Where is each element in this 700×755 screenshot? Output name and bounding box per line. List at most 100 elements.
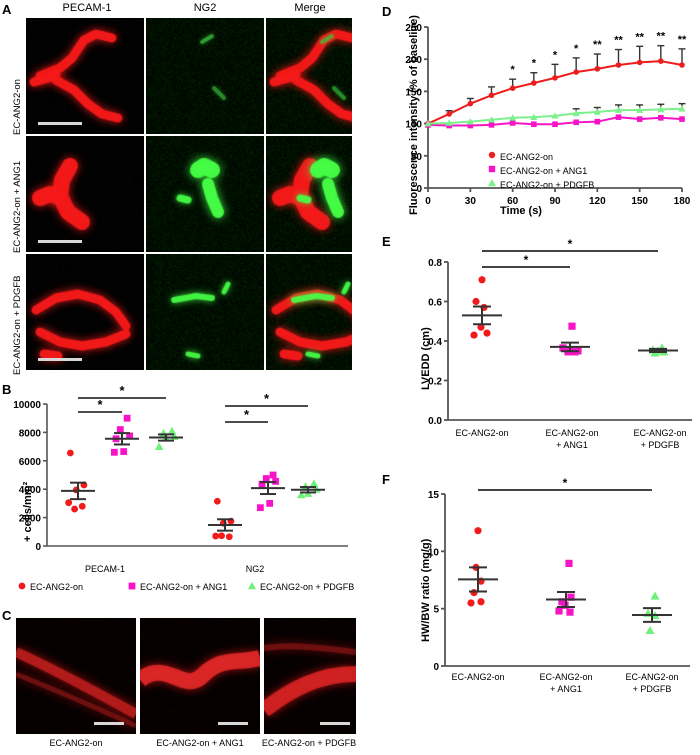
micrograph-ng2-pdgfb: [146, 254, 264, 370]
panel-d-significance-star: *: [511, 64, 516, 76]
panel-d-y-tick-label: 200: [405, 55, 422, 66]
panel-b-point: [67, 450, 74, 457]
panel-b-point: [270, 472, 277, 479]
panel-e-xcat-1-line1: EC-ANG2-on: [432, 428, 532, 438]
panel-e-y-tick-label: 0.0: [428, 416, 442, 427]
panel-d-y-tick-label: 100: [405, 120, 422, 131]
panel-d-significance-star: **: [657, 31, 666, 43]
micrograph-merge-ecang2on: [266, 18, 352, 134]
panel-b-xcat-ng2: NG2: [205, 564, 305, 574]
panel-e-xcat-3-line1: EC-ANG2-on: [610, 428, 700, 438]
panel-e-y-tick-label: 0.8: [428, 258, 442, 269]
panel-d-legend-marker-circle: [489, 152, 495, 158]
panel-f-xcat-2-line1: EC-ANG2-on: [516, 672, 616, 682]
panel-f-y-tick-label: 10: [428, 547, 440, 558]
panel-b-point: [79, 503, 86, 510]
panel-e: E LVEDD (cm) 0.0 0.2 0.4 0.6 0.8 * * EC-ANG2-o…: [360, 230, 700, 460]
panel-d-significance-star: **: [614, 35, 623, 47]
panel-a-row-label-ecang2on-pdgfb: EC-ANG2-on + PDGFB: [12, 275, 23, 375]
panel-d-legend-item-1: EC-ANG2-on: [500, 152, 553, 162]
panel-b-y-tick-label: 6000: [19, 457, 42, 468]
panel-d-y-tick-label: 250: [405, 23, 422, 34]
panel-b-point: [120, 448, 127, 455]
panel-b-y-tick-label: 10000: [13, 400, 41, 411]
panel-e-xcat-2-line1: EC-ANG2-on: [522, 428, 622, 438]
panel-b-point: [65, 499, 72, 506]
panel-d-point: [552, 75, 558, 81]
panel-b-point: [257, 504, 264, 511]
panel-b-point: [71, 506, 78, 513]
panel-d-point: [637, 116, 643, 122]
panel-f-point: [566, 609, 573, 616]
panel-b: B + cells/mm² 0 2000 4000 6000 8000 10000 * * * *…: [0, 382, 352, 604]
panel-d-x-tick-label: 180: [674, 196, 691, 207]
panel-f-xcat-2-line2: + ANG1: [516, 684, 616, 694]
panel-f-point: [646, 626, 655, 634]
panel-d-y-tick-label: 150: [405, 87, 422, 98]
panel-c-label-3: EC-ANG2-on + PDGFB: [258, 738, 360, 748]
panel-d-point: [446, 111, 452, 117]
panel-d-x-tick-label: 90: [549, 196, 561, 207]
micrograph-merge-ang1: [266, 136, 352, 252]
scale-bar-c2: [218, 722, 248, 725]
panel-f-point: [477, 598, 484, 605]
panel-e-point: [568, 323, 575, 330]
panel-e-plot-area: 0.0 0.2 0.4 0.6 0.8 * *: [360, 230, 700, 460]
panel-f-point: [470, 589, 477, 596]
panel-e-significance-star: *: [524, 253, 529, 267]
panel-d-point: [489, 122, 495, 128]
panel-d: D Fluorescence intensity (% of baseline)…: [360, 0, 700, 230]
panel-f-point: [651, 592, 660, 600]
panel-a-column-header-ng2: NG2: [150, 2, 260, 14]
panel-b-point: [117, 426, 124, 433]
scale-bar-row1: [38, 122, 82, 125]
panel-a-column-header-pecam1: PECAM-1: [32, 2, 142, 14]
panel-d-y-tick-label: 50: [411, 152, 423, 163]
panel-d-point: [616, 114, 622, 120]
panel-a: A PECAM-1 NG2 Merge EC-ANG2-on EC-ANG2-o…: [0, 0, 352, 378]
panel-d-point: [573, 69, 579, 75]
panel-d-y-tick-label: 0: [416, 184, 422, 195]
panel-b-significance-star: *: [264, 391, 270, 406]
panel-d-significance-star: *: [553, 49, 558, 61]
panel-b-legend-markers: [0, 578, 352, 600]
panel-d-x-tick-label: 0: [425, 196, 431, 207]
scale-bar-row2: [38, 240, 82, 243]
panel-d-point: [531, 121, 537, 127]
panel-b-xcat-pecam1: PECAM-1: [45, 564, 165, 574]
panel-b-y-tick-label: 2000: [19, 514, 42, 525]
panel-d-point: [658, 58, 664, 64]
panel-f-y-tick-label: 5: [433, 605, 439, 616]
panel-d-point: [531, 80, 537, 86]
panel-c-letter: C: [2, 608, 11, 623]
panel-a-row-label-ecang2on-ang1: EC-ANG2-on + ANG1: [12, 161, 23, 253]
micrograph-ng2-ang1: [146, 136, 264, 252]
panel-b-point: [124, 415, 131, 422]
panel-a-column-header-merge: Merge: [268, 2, 352, 14]
panel-f-point: [467, 599, 474, 606]
panel-e-y-tick-label: 0.4: [428, 337, 442, 348]
panel-b-y-tick-label: 8000: [19, 428, 42, 439]
panel-d-x-tick-label: 120: [589, 196, 606, 207]
panel-f-point: [565, 560, 572, 567]
panel-d-significance-star: **: [593, 39, 602, 51]
scale-bar-c1: [94, 722, 124, 725]
panel-f-xcat-3-line1: EC-ANG2-on: [602, 672, 700, 682]
panel-d-significance-star: **: [678, 34, 687, 46]
panel-d-point: [510, 85, 516, 91]
panel-a-letter: A: [2, 2, 11, 17]
panel-d-significance-star: *: [532, 58, 537, 70]
panel-b-y-tick-label: 4000: [19, 485, 42, 496]
panel-d-point: [468, 101, 474, 107]
panel-d-significance-star: *: [574, 43, 579, 55]
panel-e-xcat-3-line2: + PDGFB: [610, 440, 700, 450]
panel-e-y-tick-label: 0.6: [428, 298, 442, 309]
panel-b-point: [218, 532, 225, 539]
micrograph-c-pdgfb: [264, 618, 356, 734]
panel-d-point: [510, 120, 516, 126]
micrograph-ng2-ecang2on: [146, 18, 264, 134]
panel-b-point: [111, 449, 118, 456]
panel-f-point: [555, 607, 562, 614]
panel-b-y-tick-label: 0: [35, 542, 41, 553]
panel-f-significance-star: *: [563, 476, 568, 490]
